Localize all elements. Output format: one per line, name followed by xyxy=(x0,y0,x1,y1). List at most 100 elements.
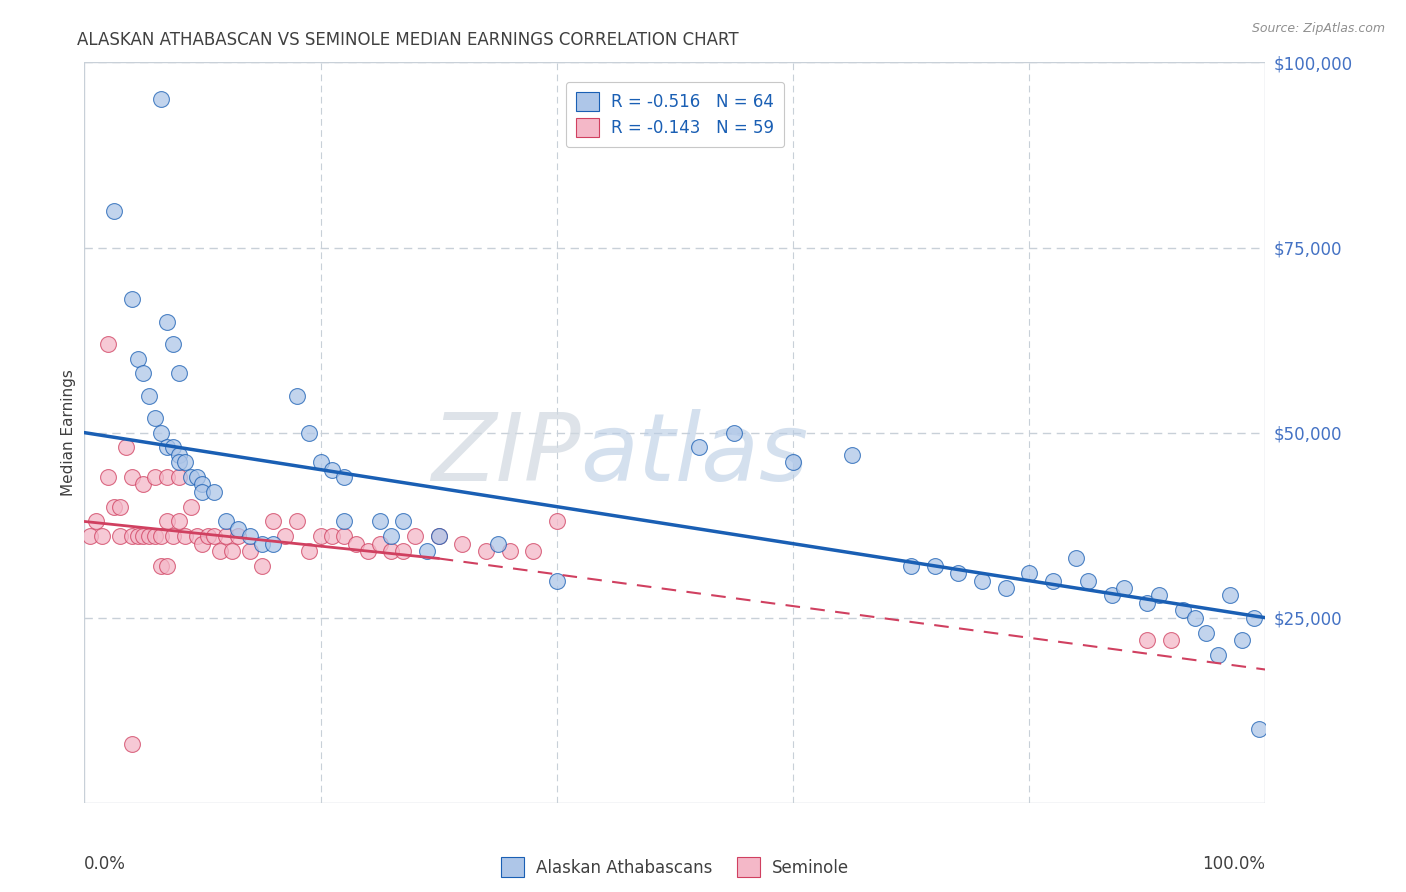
Point xyxy=(186,529,208,543)
Y-axis label: Median Earnings: Median Earnings xyxy=(60,369,76,496)
Point xyxy=(138,388,160,402)
Point xyxy=(114,441,136,455)
Point xyxy=(498,544,520,558)
Point xyxy=(900,558,922,573)
Point xyxy=(392,544,415,558)
Point xyxy=(143,410,166,425)
Point xyxy=(344,536,367,550)
Point xyxy=(427,529,450,543)
Point xyxy=(392,515,415,529)
Point xyxy=(150,529,173,543)
Point xyxy=(127,351,149,366)
Point xyxy=(1018,566,1040,581)
Point xyxy=(226,522,249,536)
Point xyxy=(108,500,131,514)
Point xyxy=(309,455,332,469)
Point xyxy=(546,515,568,529)
Point xyxy=(132,477,155,491)
Point xyxy=(1171,603,1194,617)
Point xyxy=(1066,551,1088,566)
Text: 0.0%: 0.0% xyxy=(84,855,127,872)
Point xyxy=(451,536,474,550)
Point xyxy=(321,462,343,476)
Point xyxy=(143,529,166,543)
Point xyxy=(522,544,544,558)
Point xyxy=(173,455,195,469)
Point xyxy=(91,529,114,543)
Point xyxy=(108,529,131,543)
Point xyxy=(333,470,356,484)
Point xyxy=(156,314,179,328)
Point xyxy=(167,515,190,529)
Point xyxy=(948,566,970,581)
Point xyxy=(186,470,208,484)
Point xyxy=(162,441,184,455)
Point xyxy=(143,470,166,484)
Point xyxy=(782,455,804,469)
Point xyxy=(486,536,509,550)
Point xyxy=(250,558,273,573)
Point xyxy=(1101,589,1123,603)
Point xyxy=(723,425,745,440)
Point xyxy=(380,544,402,558)
Point xyxy=(132,529,155,543)
Point xyxy=(1147,589,1170,603)
Point xyxy=(156,441,179,455)
Text: ALASKAN ATHABASCAN VS SEMINOLE MEDIAN EARNINGS CORRELATION CHART: ALASKAN ATHABASCAN VS SEMINOLE MEDIAN EA… xyxy=(77,31,740,49)
Point xyxy=(103,500,125,514)
Text: Source: ZipAtlas.com: Source: ZipAtlas.com xyxy=(1251,22,1385,36)
Point xyxy=(162,336,184,351)
Point xyxy=(197,529,219,543)
Point xyxy=(1112,581,1135,595)
Point xyxy=(221,544,243,558)
Point xyxy=(173,529,195,543)
Text: 100.0%: 100.0% xyxy=(1202,855,1265,872)
Point xyxy=(202,484,225,499)
Point xyxy=(333,515,356,529)
Point xyxy=(298,544,321,558)
Text: ZIP: ZIP xyxy=(430,409,581,500)
Point xyxy=(404,529,426,543)
Point xyxy=(368,515,391,529)
Point xyxy=(924,558,946,573)
Point xyxy=(138,529,160,543)
Point xyxy=(121,737,143,751)
Point xyxy=(1249,722,1271,736)
Point xyxy=(156,558,179,573)
Point xyxy=(475,544,498,558)
Point xyxy=(262,515,284,529)
Point xyxy=(150,425,173,440)
Text: atlas: atlas xyxy=(581,409,808,500)
Point xyxy=(156,470,179,484)
Point xyxy=(202,529,225,543)
Point xyxy=(127,529,149,543)
Point xyxy=(994,581,1017,595)
Point xyxy=(150,92,173,106)
Point xyxy=(309,529,332,543)
Point xyxy=(180,470,202,484)
Point xyxy=(274,529,297,543)
Point xyxy=(688,441,710,455)
Point xyxy=(97,470,120,484)
Point xyxy=(416,544,439,558)
Point xyxy=(1243,610,1265,624)
Point xyxy=(121,529,143,543)
Point xyxy=(1160,632,1182,647)
Point xyxy=(226,529,249,543)
Point xyxy=(380,529,402,543)
Point xyxy=(121,470,143,484)
Point xyxy=(321,529,343,543)
Point xyxy=(1136,596,1159,610)
Point xyxy=(368,536,391,550)
Point xyxy=(1184,610,1206,624)
Point xyxy=(209,544,232,558)
Legend: Alaskan Athabascans, Seminole: Alaskan Athabascans, Seminole xyxy=(494,851,856,883)
Point xyxy=(167,367,190,381)
Point xyxy=(1230,632,1253,647)
Point xyxy=(298,425,321,440)
Point xyxy=(1219,589,1241,603)
Point xyxy=(546,574,568,588)
Point xyxy=(841,448,863,462)
Point xyxy=(167,448,190,462)
Point xyxy=(262,536,284,550)
